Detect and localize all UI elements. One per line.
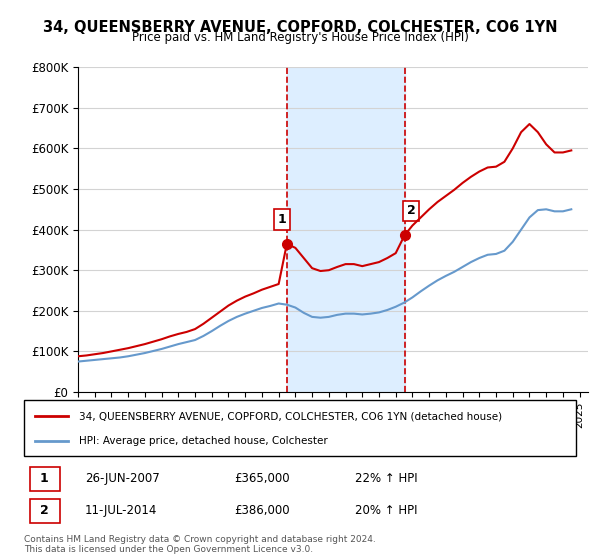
Bar [287, 67, 404, 392]
Text: 34, QUEENSBERRY AVENUE, COPFORD, COLCHESTER, CO6 1YN (detached house): 34, QUEENSBERRY AVENUE, COPFORD, COLCHES… [79, 411, 502, 421]
Text: 2: 2 [407, 204, 416, 217]
Text: 11-JUL-2014: 11-JUL-2014 [85, 505, 157, 517]
Text: 1: 1 [40, 472, 49, 486]
Text: Price paid vs. HM Land Registry's House Price Index (HPI): Price paid vs. HM Land Registry's House … [131, 31, 469, 44]
FancyBboxPatch shape [29, 499, 60, 523]
Text: 26-JUN-2007: 26-JUN-2007 [85, 472, 160, 486]
Text: 22% ↑ HPI: 22% ↑ HPI [355, 472, 418, 486]
Text: 1: 1 [277, 213, 286, 226]
FancyBboxPatch shape [24, 400, 576, 456]
Text: HPI: Average price, detached house, Colchester: HPI: Average price, detached house, Colc… [79, 436, 328, 446]
Text: £365,000: £365,000 [234, 472, 289, 486]
Text: 2: 2 [40, 505, 49, 517]
FancyBboxPatch shape [29, 466, 60, 491]
Text: £386,000: £386,000 [234, 505, 289, 517]
Text: 20% ↑ HPI: 20% ↑ HPI [355, 505, 418, 517]
Text: Contains HM Land Registry data © Crown copyright and database right 2024.
This d: Contains HM Land Registry data © Crown c… [24, 535, 376, 554]
Text: 34, QUEENSBERRY AVENUE, COPFORD, COLCHESTER, CO6 1YN: 34, QUEENSBERRY AVENUE, COPFORD, COLCHES… [43, 20, 557, 35]
